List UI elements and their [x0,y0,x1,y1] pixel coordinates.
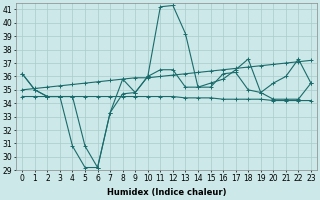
X-axis label: Humidex (Indice chaleur): Humidex (Indice chaleur) [107,188,226,197]
